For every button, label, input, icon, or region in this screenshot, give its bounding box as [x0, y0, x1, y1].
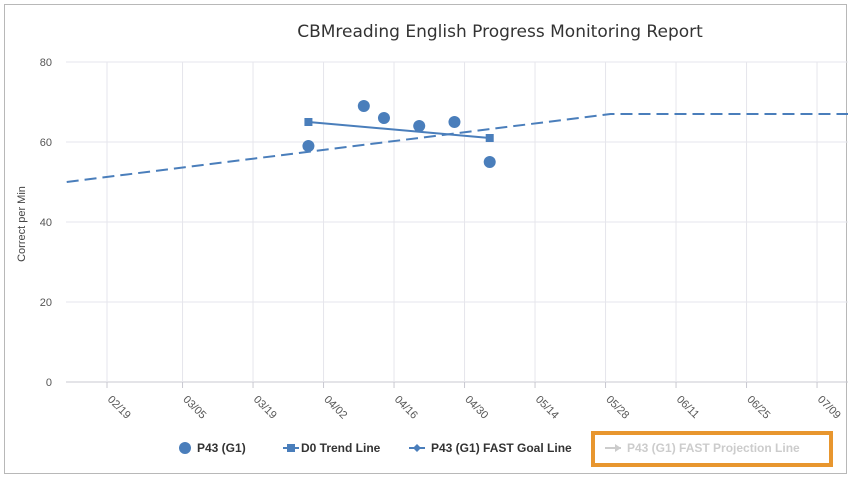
series-layer	[66, 100, 848, 183]
legend-item[interactable]: P43 (G1) FAST Projection Line	[591, 431, 833, 467]
highlight-box	[591, 431, 833, 467]
data-point[interactable]	[413, 120, 426, 132]
grid	[66, 61, 848, 388]
y-axis-label: Correct per Min	[16, 186, 28, 262]
legend-marker-arrow	[615, 444, 621, 452]
x-tick-label: 07/09	[815, 394, 843, 422]
data-point[interactable]	[448, 116, 461, 128]
x-tick-label: 04/30	[462, 394, 490, 422]
legend-item[interactable]: P43 (G1) FAST Goal Line	[409, 441, 572, 455]
legend-label: D0 Trend Line	[301, 441, 381, 455]
x-tick-label: 03/05	[180, 394, 208, 422]
data-point[interactable]	[483, 156, 496, 168]
data-point[interactable]	[302, 140, 315, 152]
trend-line-marker	[304, 118, 313, 126]
x-tick-label: 06/25	[744, 394, 772, 422]
trend-line-marker	[485, 134, 494, 142]
data-point[interactable]	[377, 112, 390, 124]
x-tick-label: 04/02	[321, 394, 349, 422]
legend-label: P43 (G1) FAST Projection Line	[627, 441, 800, 455]
legend-marker-square	[287, 444, 295, 452]
x-tick-label: 05/14	[533, 394, 561, 422]
legend-label: P43 (G1) FAST Goal Line	[431, 441, 572, 455]
y-tick-label: 60	[40, 137, 52, 149]
y-tick-label: 40	[40, 217, 52, 229]
legend-label: P43 (G1)	[197, 441, 246, 455]
x-tick-label: 03/19	[251, 394, 279, 422]
x-tick-label: 05/28	[603, 394, 631, 422]
legend-item[interactable]: P43 (G1)	[179, 441, 246, 455]
y-tick-label: 0	[46, 377, 52, 389]
data-point[interactable]	[357, 100, 370, 112]
progress-chart: CBMreading English Progress Monitoring R…	[16, 22, 848, 467]
trend-line	[308, 121, 490, 139]
goal-line	[66, 113, 848, 183]
y-axis-ticks: 0 20 40 60 80	[40, 57, 52, 389]
chart-frame: CBMreading English Progress Monitoring R…	[4, 4, 848, 474]
y-tick-label: 20	[40, 297, 52, 309]
legend[interactable]: P43 (G1) D0 Trend Line P43 (G1) FAST Goal …	[179, 431, 833, 467]
x-tick-label: 04/16	[392, 394, 420, 422]
y-tick-label: 80	[40, 57, 52, 69]
legend-item[interactable]: D0 Trend Line	[283, 441, 381, 455]
x-tick-label: 06/11	[674, 394, 701, 421]
legend-marker-circle	[179, 442, 191, 454]
x-tick-label: 02/19	[105, 394, 133, 422]
x-axis-ticks: 02/19 03/05 03/19 04/02 04/16 04/30 05/14 05/28…	[105, 394, 843, 422]
legend-marker-diamond	[413, 444, 421, 452]
chart-title: CBMreading English Progress Monitoring R…	[297, 22, 703, 42]
